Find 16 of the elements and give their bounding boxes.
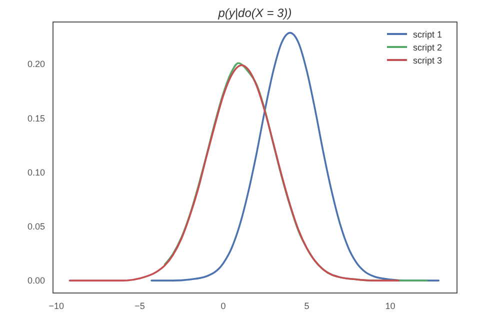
x-tick-label: −10 bbox=[48, 301, 64, 311]
y-tick-label: 0.10 bbox=[27, 167, 45, 178]
legend-label: script 1 bbox=[413, 30, 442, 40]
legend-label: script 2 bbox=[413, 42, 442, 52]
chart-title: p(y|do(X = 3)) bbox=[217, 6, 292, 20]
y-tick-label: 0.00 bbox=[27, 276, 45, 286]
line-series bbox=[68, 64, 400, 282]
x-tick-label: 5 bbox=[304, 301, 310, 311]
x-tick-label: 0 bbox=[220, 301, 226, 311]
line-series bbox=[150, 32, 440, 282]
x-tick-label: 10 bbox=[385, 301, 396, 311]
y-tick-label: 0.20 bbox=[27, 59, 45, 70]
y-tick-label: 0.15 bbox=[27, 113, 45, 124]
y-tick-label: 0.05 bbox=[27, 221, 45, 232]
x-tick-label: −5 bbox=[134, 301, 145, 311]
legend-label: script 3 bbox=[413, 56, 442, 66]
